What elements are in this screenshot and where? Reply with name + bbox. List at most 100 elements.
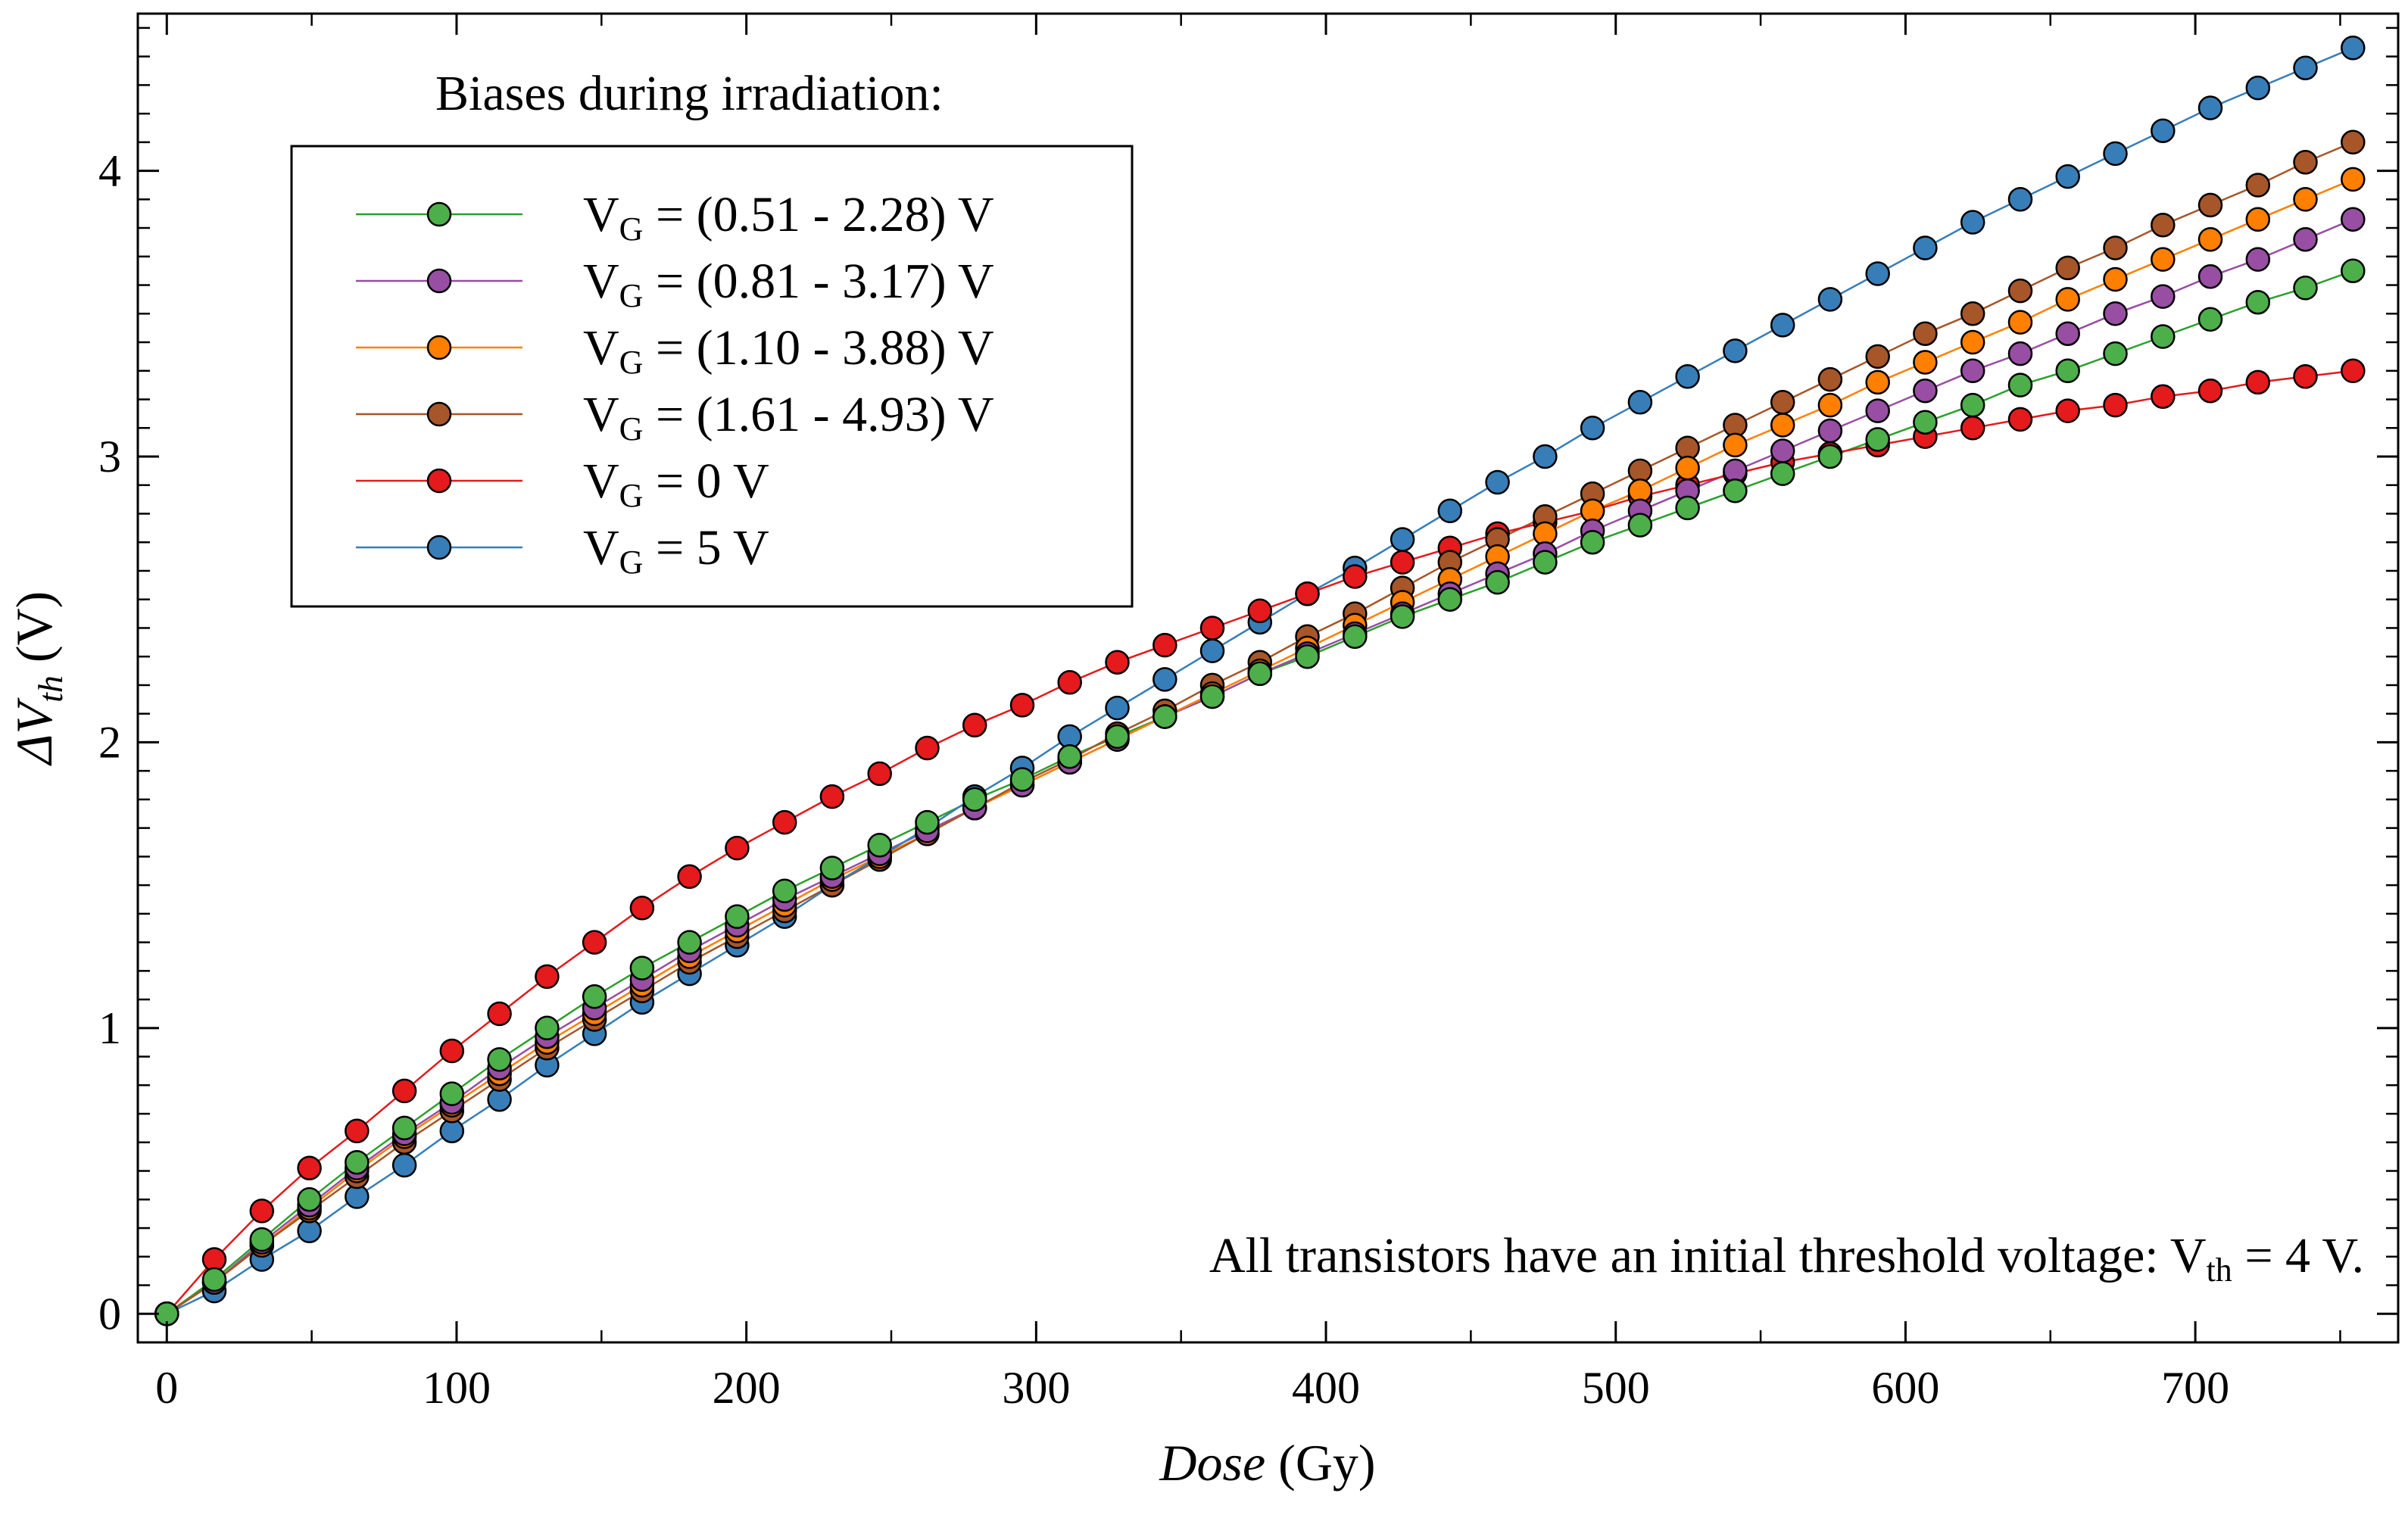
data-point — [1153, 667, 1177, 692]
data-point — [1913, 410, 1938, 435]
y-axis: 0 1 2 3 4 — [98, 26, 2398, 1344]
data-point — [1723, 479, 1748, 503]
data-point — [915, 809, 940, 835]
legend-label-main: V — [583, 387, 619, 442]
x-tick-label: 400 — [1292, 1363, 1360, 1413]
data-point — [2341, 167, 2366, 192]
data-point — [1105, 695, 1130, 721]
y-axis-title: ΔVth (V) — [5, 591, 70, 767]
data-point — [2151, 213, 2176, 238]
data-point — [1960, 301, 1985, 326]
legend-label: VG = (0.51 - 2.28) V — [583, 187, 994, 248]
data-point — [487, 1047, 512, 1072]
legend-marker — [426, 468, 452, 494]
data-point — [1817, 418, 1843, 444]
y-tick-label: 1 — [98, 1003, 121, 1053]
data-point — [249, 1227, 275, 1252]
data-point — [1199, 616, 1225, 641]
data-point — [1723, 432, 1748, 458]
legend-marker — [426, 201, 452, 227]
data-point — [1960, 329, 1985, 355]
data-point — [629, 955, 655, 980]
annotation-tail: = 4 V. — [2232, 1228, 2364, 1283]
legend-label: VG = (1.10 - 3.88) V — [583, 320, 994, 381]
data-point — [629, 896, 655, 921]
data-point — [1865, 369, 1890, 395]
legend-label-tail: = 0 V — [643, 454, 769, 509]
data-point — [1390, 604, 1415, 629]
legend-label-tail: = (0.51 - 2.28) V — [643, 187, 993, 242]
data-point — [1913, 235, 1938, 260]
x-tick-label: 100 — [423, 1363, 491, 1413]
data-point — [962, 787, 987, 812]
data-point — [2007, 278, 2033, 304]
data-point — [2197, 307, 2223, 332]
legend-label-main: V — [583, 187, 619, 242]
x-axis: 0 100 200 300 400 500 600 700 — [155, 14, 2341, 1413]
data-point — [2103, 301, 2128, 326]
data-point — [2007, 187, 2033, 212]
data-point — [1770, 461, 1795, 486]
data-point — [2245, 369, 2271, 395]
data-point — [1627, 390, 1653, 415]
data-point — [1770, 413, 1795, 438]
data-point — [772, 809, 797, 835]
legend-label-tail: = 5 V — [643, 520, 769, 575]
data-point — [1533, 444, 1558, 469]
data-point — [1295, 644, 1320, 669]
legend-label-main: V — [583, 254, 619, 309]
data-point — [2245, 289, 2271, 315]
data-point — [1960, 358, 1985, 384]
legend-label-sub: G — [619, 210, 644, 248]
legend-label: VG = 0 V — [583, 454, 769, 514]
data-point — [677, 930, 702, 955]
data-point — [1105, 650, 1130, 675]
data-point — [2103, 235, 2128, 260]
data-point — [1817, 444, 1843, 469]
data-point — [2007, 407, 2033, 432]
data-point — [1865, 398, 1890, 423]
data-point — [1770, 438, 1795, 463]
data-point — [819, 856, 845, 881]
data-point — [1865, 261, 1890, 286]
annotation-text: All transistors have an initial threshol… — [1209, 1228, 2207, 1283]
data-point — [2293, 150, 2318, 175]
legend-marker — [426, 268, 452, 294]
legend-label-sub: G — [619, 277, 644, 314]
data-point — [2103, 392, 2128, 418]
data-point — [2055, 164, 2080, 189]
data-point — [2055, 287, 2080, 312]
data-point — [1199, 638, 1225, 663]
data-point — [297, 1187, 322, 1212]
data-point — [2197, 192, 2223, 218]
data-point — [1153, 632, 1177, 658]
data-point — [487, 1001, 512, 1027]
data-point — [1057, 669, 1082, 695]
data-point — [2341, 358, 2366, 384]
data-point — [819, 784, 845, 809]
data-point — [2245, 75, 2271, 101]
data-point — [1485, 469, 1510, 495]
data-point — [1057, 744, 1082, 769]
x-axis-title-unit: (Gy) — [1265, 1434, 1375, 1492]
data-point — [2197, 378, 2223, 404]
data-point — [1343, 564, 1368, 589]
data-point — [249, 1199, 275, 1224]
data-point — [2293, 226, 2318, 252]
x-axis-title: Dose (Gy) — [1159, 1434, 1375, 1492]
data-point — [1960, 210, 1985, 235]
legend-marker — [426, 535, 452, 560]
x-axis-title-main: Dose — [1159, 1434, 1265, 1492]
y-axis-title-unit: (V) — [5, 591, 63, 675]
data-point — [2341, 36, 2366, 61]
data-point — [1675, 495, 1700, 521]
y-tick-label: 0 — [98, 1289, 121, 1339]
data-point — [867, 761, 892, 787]
data-point — [1817, 287, 1843, 312]
legend-marker — [426, 335, 452, 360]
data-point — [201, 1267, 227, 1292]
data-point — [2293, 364, 2318, 389]
data-point — [2055, 255, 2080, 281]
y-tick-label: 2 — [98, 717, 121, 767]
